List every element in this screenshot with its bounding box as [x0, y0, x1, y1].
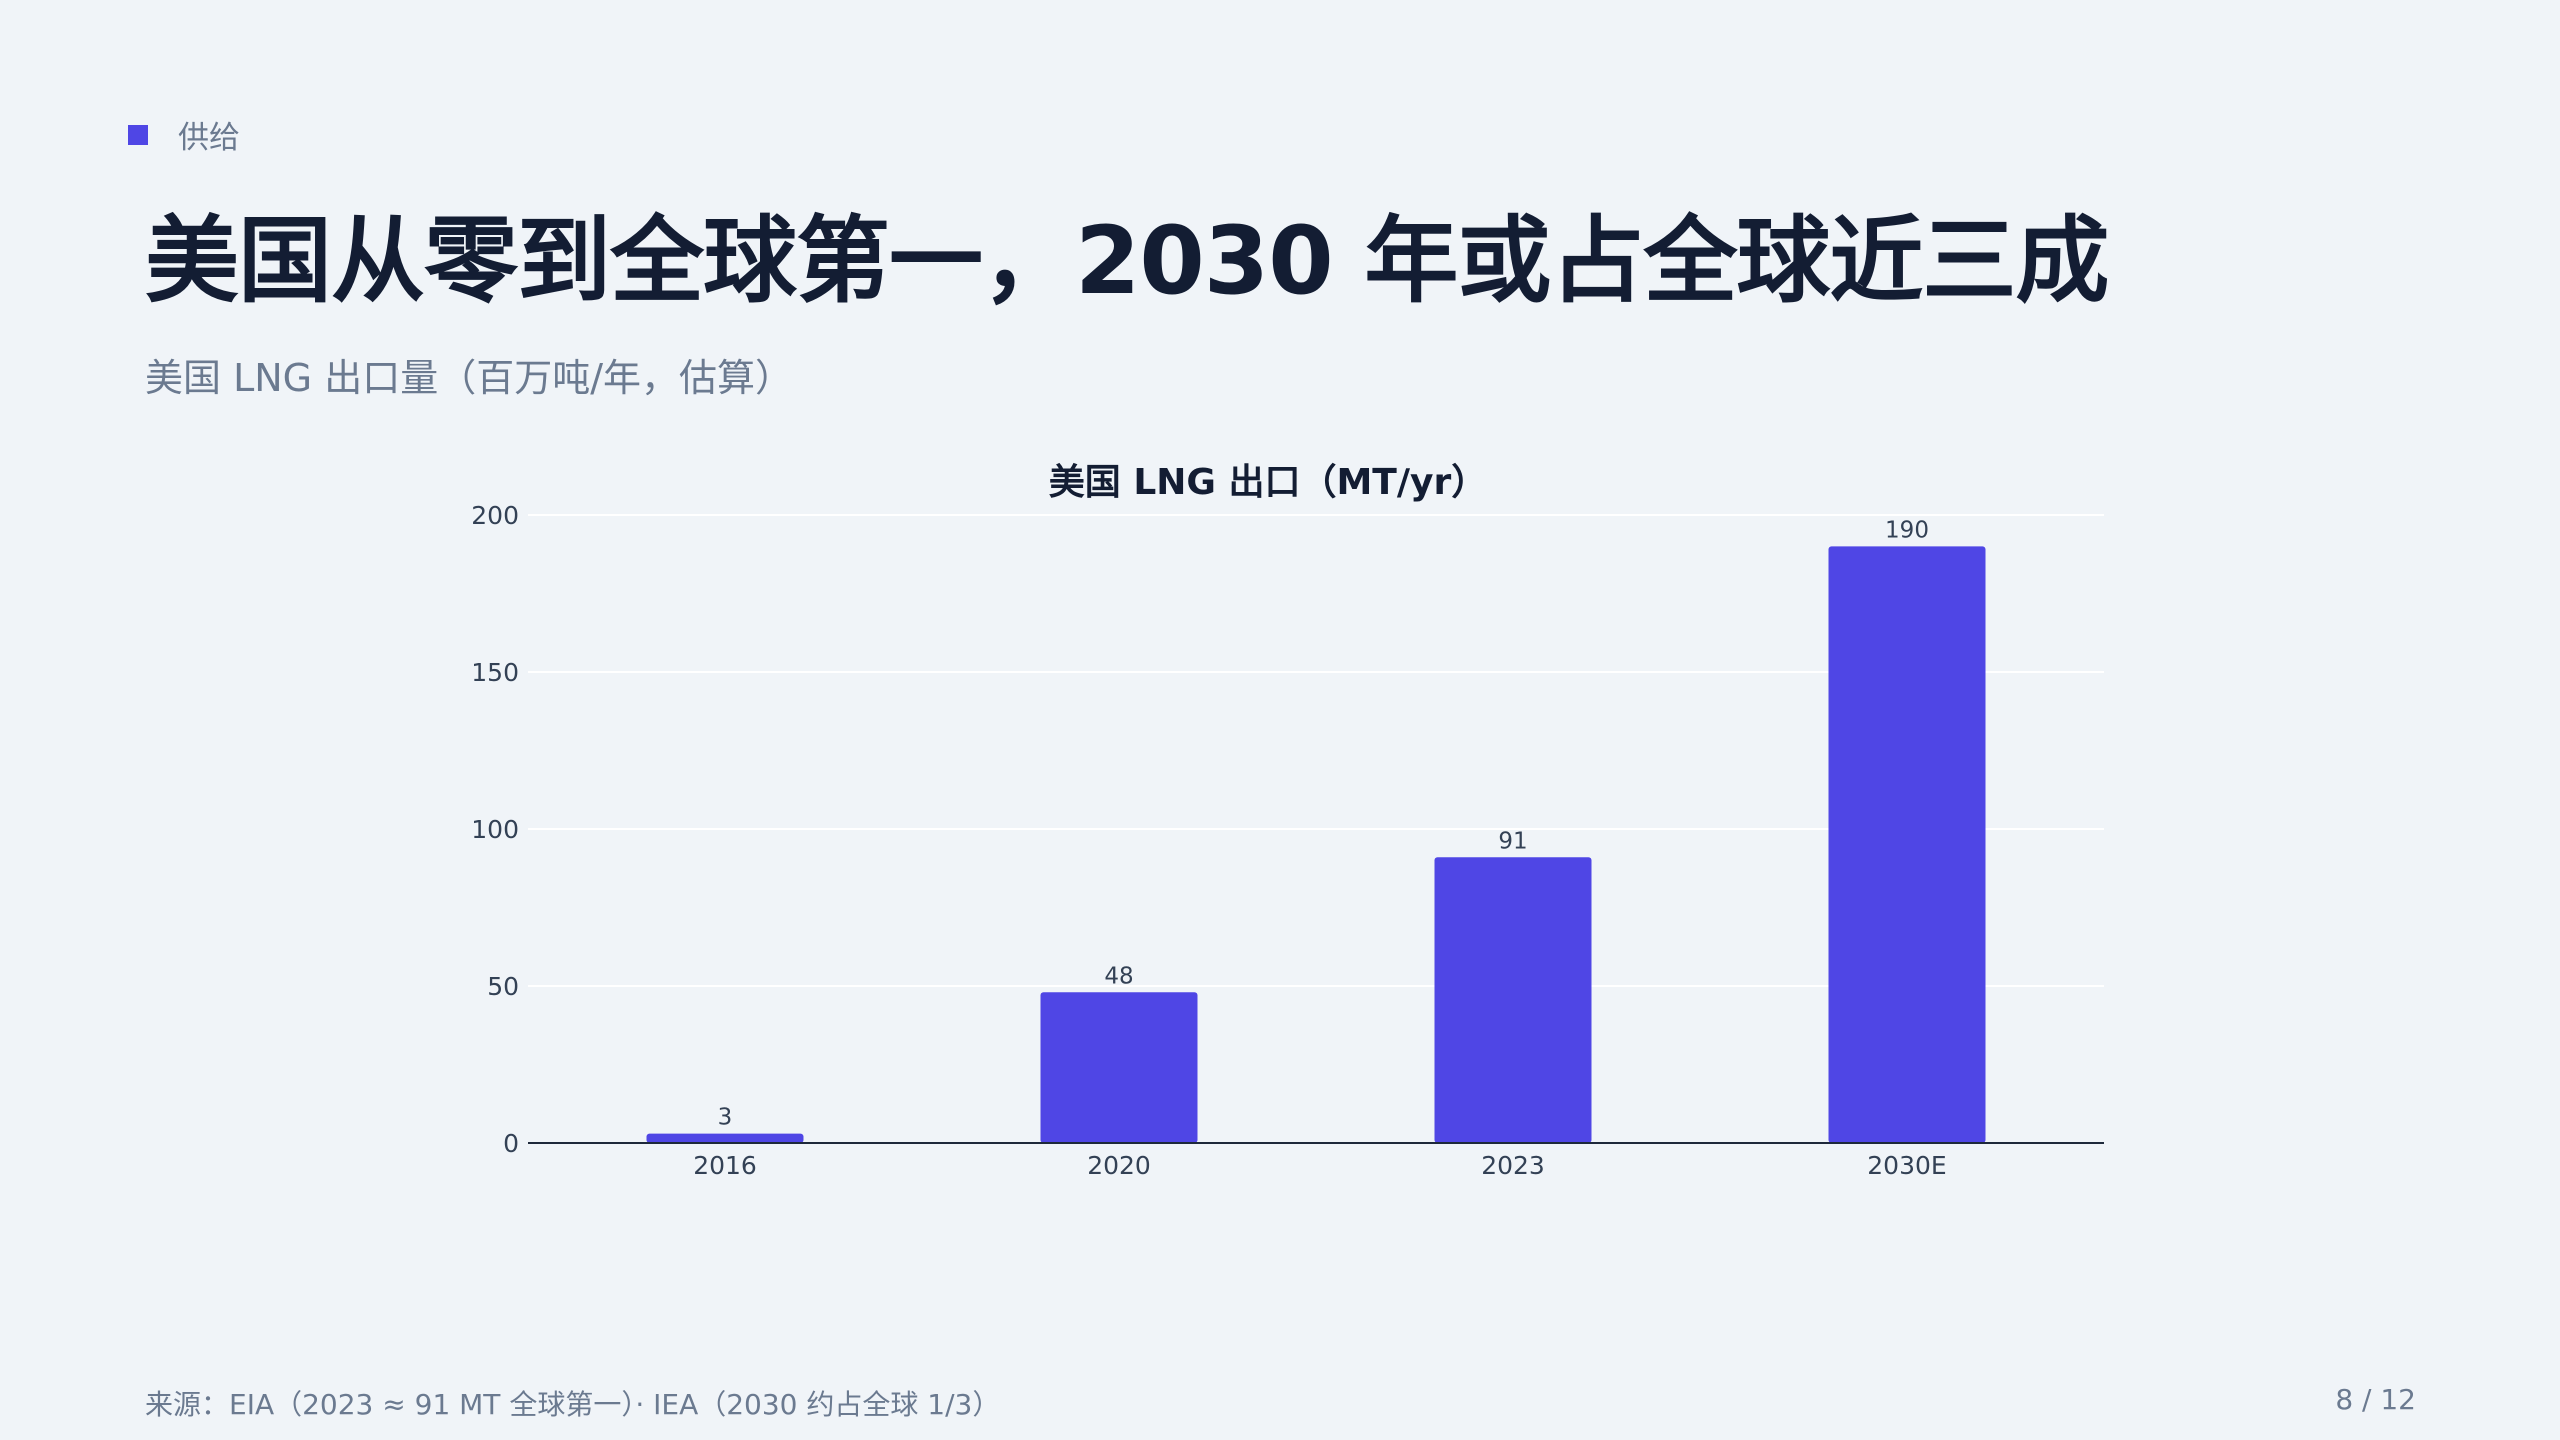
data-label-2030E: 190: [1885, 517, 1929, 543]
data-label-2023: 91: [1498, 828, 1527, 854]
x-tick-label-2030E: 2030E: [1867, 1151, 1946, 1180]
y-tick-label: 150: [471, 658, 519, 687]
section-label: 供给: [178, 120, 240, 156]
y-tick-label: 100: [471, 815, 519, 844]
bar-2030E: [1828, 546, 1986, 1143]
y-tick-label: 0: [503, 1129, 519, 1158]
y-axis-ticks: 0 50 100 150 200: [471, 501, 519, 1158]
bars: [646, 546, 1986, 1143]
bar-chart: 美国 LNG 出口（MT/yr） 0 50 100 150 200 3 48 91 190 2…: [471, 462, 2104, 1180]
page-subtitle: 美国 LNG 出口量（百万吨/年，估算）: [145, 356, 794, 400]
source-note: 来源：EIA（2023 ≈ 91 MT 全球第一）· IEA（2030 约占全球…: [145, 1388, 1001, 1421]
section-marker-icon: [128, 124, 148, 145]
bar-2016: [646, 1133, 804, 1143]
chart-title: 美国 LNG 出口（MT/yr）: [1049, 462, 1487, 503]
bar-2023: [1434, 857, 1592, 1143]
bar-2020: [1040, 992, 1198, 1143]
data-label-2016: 3: [718, 1105, 733, 1131]
y-tick-label: 200: [471, 501, 519, 530]
y-tick-label: 50: [487, 972, 519, 1001]
page-number: 8 / 12: [2335, 1383, 2416, 1416]
x-axis-ticks: 2016 2020 2023 2030E: [693, 1151, 1947, 1180]
data-label-2020: 48: [1104, 963, 1133, 989]
x-tick-label-2016: 2016: [693, 1151, 757, 1180]
section-eyebrow: 供给: [128, 112, 240, 157]
x-tick-label-2020: 2020: [1087, 1151, 1151, 1180]
x-tick-label-2023: 2023: [1481, 1151, 1545, 1180]
data-labels: 3 48 91 190: [718, 517, 1929, 1130]
page-title: 美国从零到全球第一，2030 年或占全球近三成: [145, 207, 2109, 316]
